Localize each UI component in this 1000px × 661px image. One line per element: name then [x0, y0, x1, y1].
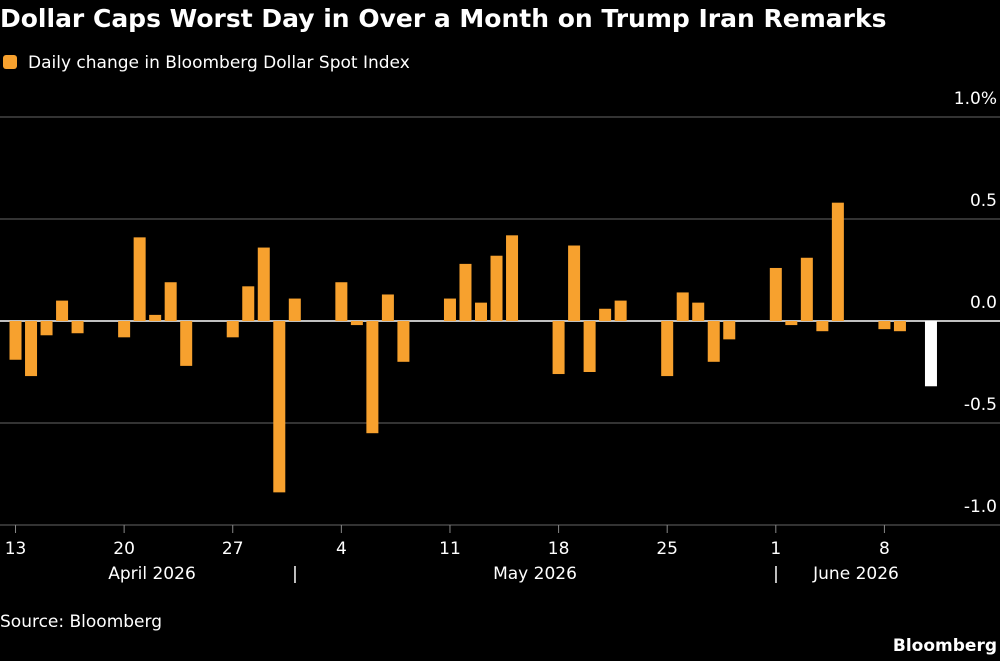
y-tick-label: 0.5: [970, 191, 997, 211]
bar: [490, 255, 503, 321]
bar: [893, 321, 906, 332]
x-tick-label: 13: [5, 539, 27, 559]
bar: [25, 321, 38, 377]
bar: [71, 321, 84, 334]
bar: [9, 321, 22, 360]
bar: [288, 298, 301, 321]
bar: [785, 321, 798, 326]
month-label: April 2026: [108, 564, 196, 584]
bar: [506, 235, 519, 321]
bar: [816, 321, 829, 332]
bar: [614, 300, 627, 321]
bar: [397, 321, 410, 362]
legend-swatch: [3, 55, 17, 69]
month-divider: |: [292, 564, 298, 584]
bar: [56, 300, 69, 321]
bar: [257, 247, 270, 321]
bar: [443, 298, 456, 321]
x-tick-label: 4: [336, 539, 347, 559]
bar: [273, 321, 286, 493]
x-tick-label: 25: [656, 539, 678, 559]
bar: [707, 321, 720, 362]
bar: [133, 237, 146, 321]
bar: [366, 321, 379, 434]
bar: [583, 321, 596, 372]
month-divider: |: [773, 564, 779, 584]
bar: [350, 321, 363, 326]
bar: [149, 314, 162, 321]
y-tick-label: 1.0%: [954, 89, 997, 109]
bar: [692, 302, 705, 321]
bar: [676, 292, 689, 321]
legend-label: Daily change in Bloomberg Dollar Spot In…: [28, 53, 410, 73]
bar: [878, 321, 891, 330]
bar: [381, 294, 394, 321]
brand: Bloomberg: [893, 636, 997, 656]
bar: [661, 321, 674, 377]
month-label: June 2026: [812, 564, 899, 584]
chart-title: Dollar Caps Worst Day in Over a Month on…: [0, 4, 886, 33]
bar: [552, 321, 565, 375]
bar: [568, 245, 581, 321]
y-tick-label: -1.0: [964, 497, 997, 517]
bar: [800, 257, 813, 321]
bar: [164, 282, 177, 321]
x-tick-label: 1: [770, 539, 781, 559]
bar: [475, 302, 487, 321]
bar: [226, 321, 239, 338]
x-tick-label: 8: [879, 539, 890, 559]
month-label: May 2026: [493, 564, 577, 584]
bar: [118, 321, 131, 338]
source: Source: Bloomberg: [0, 612, 162, 632]
x-tick-label: 11: [439, 539, 461, 559]
bar: [924, 321, 937, 387]
x-tick-label: 20: [113, 539, 135, 559]
bar: [599, 308, 612, 321]
x-tick-label: 27: [222, 539, 244, 559]
bar: [723, 321, 736, 340]
bar: [335, 282, 348, 321]
bar: [40, 321, 53, 336]
bar: [180, 321, 193, 366]
y-tick-label: 0.0: [970, 293, 997, 313]
bar: [769, 267, 782, 321]
y-tick-label: -0.5: [964, 395, 997, 415]
bar: [242, 286, 255, 321]
x-tick-label: 18: [548, 539, 570, 559]
bar: [831, 202, 844, 321]
bar: [459, 263, 472, 321]
